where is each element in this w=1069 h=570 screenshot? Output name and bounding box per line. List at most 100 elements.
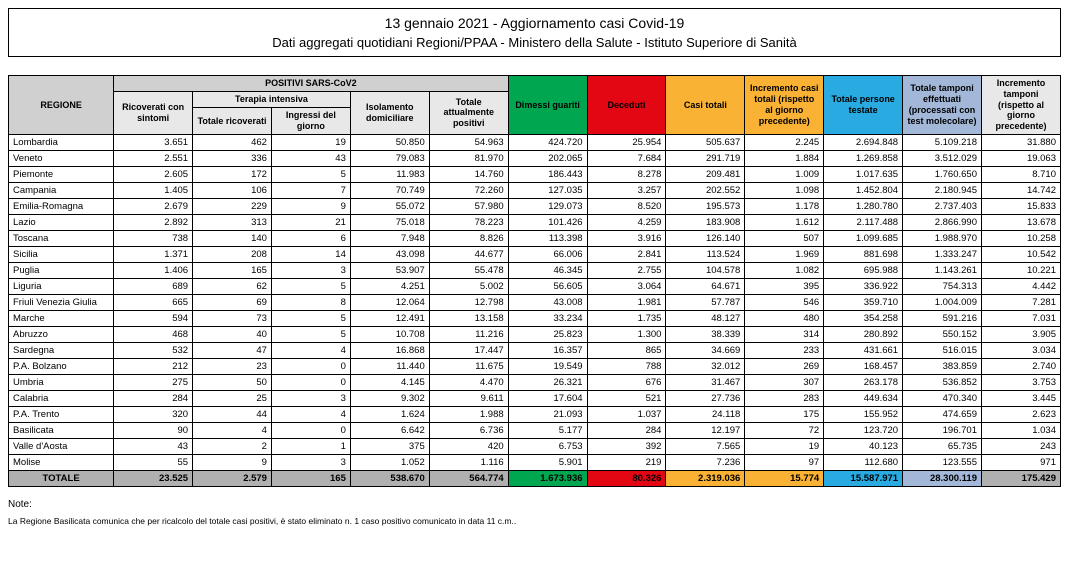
value-cell: 1.612 xyxy=(745,214,824,230)
value-cell: 4.251 xyxy=(350,278,429,294)
value-cell: 25.954 xyxy=(587,134,666,150)
value-cell: 168.457 xyxy=(824,358,903,374)
value-cell: 8.826 xyxy=(429,230,508,246)
value-cell: 0 xyxy=(271,422,350,438)
value-cell: 521 xyxy=(587,390,666,406)
col-totale-ricoverati: Totale ricoverati xyxy=(193,108,272,135)
value-cell: 21.093 xyxy=(508,406,587,422)
value-cell: 15.833 xyxy=(981,198,1060,214)
value-cell: 66.006 xyxy=(508,246,587,262)
value-cell: 25.823 xyxy=(508,326,587,342)
value-cell: 47 xyxy=(193,342,272,358)
value-cell: 54.963 xyxy=(429,134,508,150)
value-cell: 208 xyxy=(193,246,272,262)
total-cell: 2.319.036 xyxy=(666,470,745,486)
value-cell: 72 xyxy=(745,422,824,438)
value-cell: 3.257 xyxy=(587,182,666,198)
value-cell: 34.669 xyxy=(666,342,745,358)
value-cell: 172 xyxy=(193,166,272,182)
value-cell: 263.178 xyxy=(824,374,903,390)
value-cell: 64.671 xyxy=(666,278,745,294)
value-cell: 43.098 xyxy=(350,246,429,262)
total-row: TOTALE23.5252.579165538.670564.7741.673.… xyxy=(9,470,1061,486)
value-cell: 594 xyxy=(114,310,193,326)
total-cell: 28.300.119 xyxy=(903,470,982,486)
value-cell: 3.916 xyxy=(587,230,666,246)
table-row: Marche59473512.49113.15833.2341.73548.12… xyxy=(9,310,1061,326)
value-cell: 78.223 xyxy=(429,214,508,230)
value-cell: 19 xyxy=(745,438,824,454)
value-cell: 7.281 xyxy=(981,294,1060,310)
value-cell: 1.981 xyxy=(587,294,666,310)
value-cell: 4.259 xyxy=(587,214,666,230)
region-cell: Emilia-Romagna xyxy=(9,198,114,214)
value-cell: 165 xyxy=(193,262,272,278)
value-cell: 1.405 xyxy=(114,182,193,198)
value-cell: 5 xyxy=(271,278,350,294)
value-cell: 75.018 xyxy=(350,214,429,230)
table-header: REGIONE POSITIVI SARS-CoV2 Dimessi guari… xyxy=(9,76,1061,135)
col-isolamento: Isolamento domiciliare xyxy=(350,91,429,134)
value-cell: 6 xyxy=(271,230,350,246)
value-cell: 507 xyxy=(745,230,824,246)
value-cell: 754.313 xyxy=(903,278,982,294)
value-cell: 336 xyxy=(193,150,272,166)
value-cell: 3.034 xyxy=(981,342,1060,358)
total-cell: 538.670 xyxy=(350,470,429,486)
value-cell: 10.258 xyxy=(981,230,1060,246)
value-cell: 468 xyxy=(114,326,193,342)
value-cell: 43 xyxy=(114,438,193,454)
value-cell: 23 xyxy=(193,358,272,374)
value-cell: 375 xyxy=(350,438,429,454)
value-cell: 3 xyxy=(271,390,350,406)
report-subtitle: Dati aggregati quotidiani Regioni/PPAA -… xyxy=(15,35,1054,50)
value-cell: 689 xyxy=(114,278,193,294)
value-cell: 354.258 xyxy=(824,310,903,326)
covid-table: REGIONE POSITIVI SARS-CoV2 Dimessi guari… xyxy=(8,75,1061,487)
value-cell: 62 xyxy=(193,278,272,294)
value-cell: 665 xyxy=(114,294,193,310)
value-cell: 104.578 xyxy=(666,262,745,278)
value-cell: 9 xyxy=(193,454,272,470)
value-cell: 13.678 xyxy=(981,214,1060,230)
value-cell: 19.549 xyxy=(508,358,587,374)
value-cell: 1.143.261 xyxy=(903,262,982,278)
value-cell: 43.008 xyxy=(508,294,587,310)
table-row: Umbria2755004.1454.47026.32167631.467307… xyxy=(9,374,1061,390)
col-ricoverati-sintomi: Ricoverati con sintomi xyxy=(114,91,193,134)
value-cell: 69 xyxy=(193,294,272,310)
value-cell: 1.269.858 xyxy=(824,150,903,166)
value-cell: 1.004.009 xyxy=(903,294,982,310)
value-cell: 591.216 xyxy=(903,310,982,326)
value-cell: 129.073 xyxy=(508,198,587,214)
value-cell: 9.611 xyxy=(429,390,508,406)
value-cell: 3 xyxy=(271,262,350,278)
table-row: Molise55931.0521.1165.9012197.23697112.6… xyxy=(9,454,1061,470)
value-cell: 11.675 xyxy=(429,358,508,374)
value-cell: 3.753 xyxy=(981,374,1060,390)
value-cell: 19 xyxy=(271,134,350,150)
value-cell: 291.719 xyxy=(666,150,745,166)
value-cell: 269 xyxy=(745,358,824,374)
value-cell: 73 xyxy=(193,310,272,326)
value-cell: 424.720 xyxy=(508,134,587,150)
value-cell: 5 xyxy=(271,326,350,342)
value-cell: 38.339 xyxy=(666,326,745,342)
region-cell: P.A. Trento xyxy=(9,406,114,422)
value-cell: 5 xyxy=(271,310,350,326)
value-cell: 6.642 xyxy=(350,422,429,438)
value-cell: 1 xyxy=(271,438,350,454)
value-cell: 431.661 xyxy=(824,342,903,358)
value-cell: 536.852 xyxy=(903,374,982,390)
total-cell: 80.326 xyxy=(587,470,666,486)
table-row: P.A. Trento3204441.6241.98821.0931.03724… xyxy=(9,406,1061,422)
value-cell: 79.083 xyxy=(350,150,429,166)
value-cell: 5.177 xyxy=(508,422,587,438)
col-ingressi: Ingressi del giorno xyxy=(271,108,350,135)
value-cell: 8 xyxy=(271,294,350,310)
value-cell: 7.565 xyxy=(666,438,745,454)
value-cell: 106 xyxy=(193,182,272,198)
value-cell: 280.892 xyxy=(824,326,903,342)
table-row: Toscana73814067.9488.826113.3983.916126.… xyxy=(9,230,1061,246)
region-cell: Molise xyxy=(9,454,114,470)
